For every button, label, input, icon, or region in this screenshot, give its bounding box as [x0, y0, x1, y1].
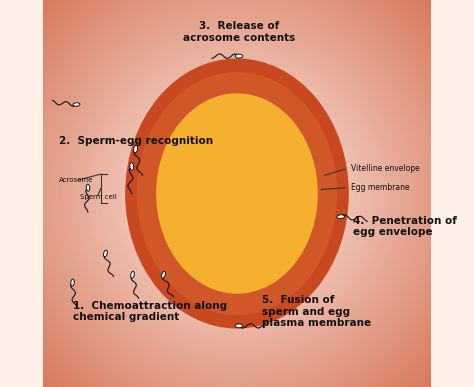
Ellipse shape — [32, 0, 442, 387]
Ellipse shape — [140, 97, 334, 290]
Ellipse shape — [20, 0, 454, 387]
Text: 5.  Fusion of
sperm and egg
plasma membrane: 5. Fusion of sperm and egg plasma membra… — [262, 295, 371, 328]
Ellipse shape — [148, 104, 326, 283]
Ellipse shape — [183, 139, 291, 248]
Ellipse shape — [134, 145, 137, 153]
Ellipse shape — [164, 120, 310, 267]
Ellipse shape — [86, 184, 90, 191]
Ellipse shape — [73, 103, 80, 106]
Ellipse shape — [117, 74, 357, 313]
Ellipse shape — [36, 0, 438, 387]
Ellipse shape — [44, 0, 430, 387]
Ellipse shape — [221, 178, 253, 209]
Ellipse shape — [206, 163, 268, 224]
Ellipse shape — [9, 0, 465, 387]
Ellipse shape — [105, 62, 369, 325]
Ellipse shape — [226, 182, 248, 205]
Ellipse shape — [78, 35, 396, 352]
Ellipse shape — [179, 135, 295, 252]
Ellipse shape — [167, 124, 307, 263]
Ellipse shape — [40, 0, 434, 387]
Ellipse shape — [235, 324, 243, 328]
Ellipse shape — [138, 74, 336, 313]
Ellipse shape — [125, 81, 349, 306]
Ellipse shape — [51, 8, 423, 379]
Ellipse shape — [218, 174, 256, 213]
Ellipse shape — [229, 186, 245, 201]
Ellipse shape — [55, 12, 419, 375]
Ellipse shape — [94, 50, 380, 337]
Ellipse shape — [86, 43, 388, 344]
Ellipse shape — [214, 170, 260, 217]
Ellipse shape — [103, 250, 107, 257]
Ellipse shape — [5, 0, 469, 387]
Ellipse shape — [210, 166, 264, 221]
Text: Vitelline envelope: Vitelline envelope — [351, 164, 420, 173]
Ellipse shape — [128, 85, 346, 302]
Ellipse shape — [156, 112, 318, 275]
Text: 3.  Release of
acrosome contents: 3. Release of acrosome contents — [183, 21, 295, 43]
Text: Egg membrane: Egg membrane — [351, 183, 410, 192]
Text: Sperm cell: Sperm cell — [80, 194, 117, 200]
Ellipse shape — [131, 271, 134, 278]
Text: 2.  Sperm-egg recognition: 2. Sperm-egg recognition — [59, 136, 213, 146]
Ellipse shape — [71, 279, 74, 286]
Ellipse shape — [98, 54, 376, 333]
Ellipse shape — [337, 215, 345, 219]
Ellipse shape — [194, 151, 280, 236]
Ellipse shape — [109, 66, 365, 321]
Ellipse shape — [127, 60, 347, 327]
Ellipse shape — [67, 23, 407, 364]
Ellipse shape — [121, 77, 353, 310]
Ellipse shape — [113, 70, 361, 317]
Ellipse shape — [71, 27, 403, 360]
Ellipse shape — [74, 31, 400, 356]
Text: 4.  Penetration of
egg envelope: 4. Penetration of egg envelope — [353, 216, 457, 237]
Ellipse shape — [191, 147, 283, 240]
Ellipse shape — [82, 39, 392, 348]
Ellipse shape — [187, 143, 287, 244]
Ellipse shape — [28, 0, 446, 387]
Text: 1.  Chemoattraction along
chemical gradient: 1. Chemoattraction along chemical gradie… — [73, 301, 227, 322]
Ellipse shape — [90, 46, 384, 341]
Ellipse shape — [235, 54, 243, 58]
Ellipse shape — [133, 89, 341, 298]
Ellipse shape — [59, 15, 415, 372]
Ellipse shape — [144, 101, 330, 286]
Ellipse shape — [152, 108, 322, 279]
Ellipse shape — [47, 4, 427, 383]
Ellipse shape — [24, 0, 450, 387]
Ellipse shape — [162, 271, 165, 278]
Ellipse shape — [202, 159, 272, 228]
Text: Acrosome: Acrosome — [59, 177, 93, 183]
Ellipse shape — [171, 128, 303, 259]
Ellipse shape — [137, 93, 337, 294]
Ellipse shape — [63, 19, 411, 368]
Ellipse shape — [12, 0, 462, 387]
Ellipse shape — [158, 95, 316, 292]
Ellipse shape — [130, 163, 134, 170]
Ellipse shape — [175, 132, 299, 255]
Ellipse shape — [101, 58, 373, 329]
Ellipse shape — [198, 155, 276, 232]
Ellipse shape — [17, 0, 457, 387]
